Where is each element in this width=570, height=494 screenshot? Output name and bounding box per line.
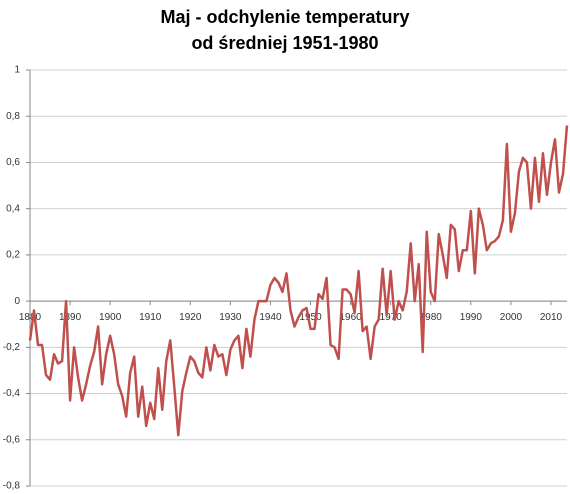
y-tick-label: -0,6: [3, 434, 21, 445]
y-tick-label: 0,4: [6, 203, 20, 214]
x-tick-label: 1910: [139, 312, 162, 323]
y-tick-label: 0,8: [6, 111, 20, 122]
x-tick-label: 1930: [219, 312, 242, 323]
x-tick-label: 1890: [59, 312, 82, 323]
x-tick-label: 2010: [540, 312, 563, 323]
x-tick-label: 1950: [299, 312, 322, 323]
x-tick-label: 1940: [259, 312, 282, 323]
y-tick-label: -0,8: [3, 481, 21, 492]
chart-title: od średniej 1951-1980: [191, 33, 378, 53]
x-tick-label: 1880: [19, 312, 42, 323]
y-tick-label: 0,2: [6, 250, 20, 261]
y-tick-label: 0: [14, 296, 20, 307]
data-line: [28, 125, 569, 437]
y-tick-label: -0,4: [3, 388, 21, 399]
x-tick-label: 1980: [420, 312, 443, 323]
x-tick-label: 1900: [99, 312, 122, 323]
y-tick-label: 1: [14, 65, 20, 76]
x-tick-label: 1960: [339, 312, 362, 323]
y-tick-label: 0,6: [6, 157, 20, 168]
x-tick-label: 1920: [179, 312, 202, 323]
x-tick-label: 1970: [380, 312, 403, 323]
y-tick-label: -0,2: [3, 342, 21, 353]
x-tick-label: 2000: [500, 312, 523, 323]
x-tick-label: 1990: [460, 312, 483, 323]
chart-title: Maj - odchylenie temperatury: [160, 7, 409, 27]
